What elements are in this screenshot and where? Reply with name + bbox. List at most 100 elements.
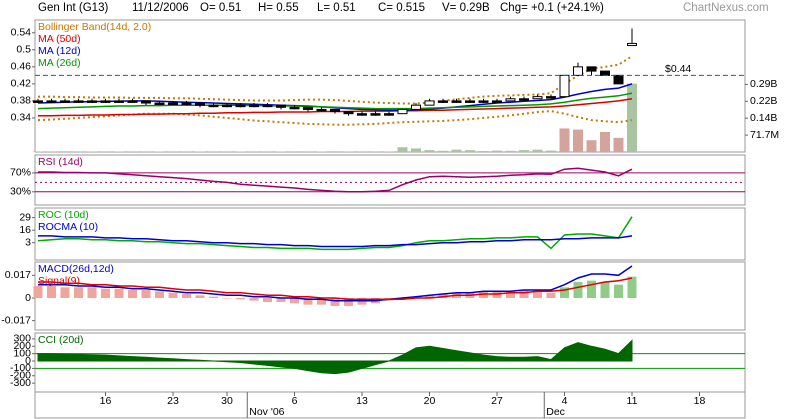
x-tick-label: 18 — [694, 395, 706, 407]
x-tick-label: 20 — [424, 395, 436, 407]
legend-entry: ROC (10d) — [38, 209, 89, 221]
candle-body — [222, 104, 232, 108]
volume-bar — [559, 128, 570, 152]
volume-bar — [478, 151, 489, 152]
line — [37, 92, 633, 110]
y-tick-label: -100 — [10, 362, 31, 374]
legend-entry: Bollinger Band(14d, 2.0) — [38, 21, 151, 33]
candle-body — [249, 104, 259, 108]
histogram-bar — [290, 298, 299, 304]
legend-entry: RSI (14d) — [38, 156, 83, 168]
candle-body — [465, 100, 475, 103]
histogram-bar — [263, 298, 272, 302]
candle-body — [60, 100, 70, 103]
candle-body — [181, 102, 192, 106]
candle-body — [262, 104, 273, 108]
histogram-bar — [128, 290, 137, 298]
y2-tick-label: 0.29B — [750, 78, 777, 90]
price-level-label: $0.44 — [665, 63, 691, 75]
y-tick-label: 0.46 — [11, 61, 32, 73]
histogram-bar — [506, 291, 515, 298]
candle-body — [235, 104, 246, 108]
histogram-bar — [141, 290, 151, 298]
histogram-bar — [317, 298, 326, 305]
candle-body — [559, 74, 570, 98]
x-tick-label: 23 — [167, 395, 179, 407]
y-tick-label: 29 — [19, 211, 31, 223]
y-tick-label: 3 — [25, 236, 31, 248]
candle-body — [370, 113, 381, 116]
candle-body — [316, 108, 327, 112]
histogram-bar — [33, 286, 43, 298]
y2-tick-label: 0.22B — [750, 95, 777, 107]
histogram-bar — [249, 298, 259, 301]
y-tick-label: 100 — [13, 347, 31, 359]
histogram-bar — [587, 280, 596, 298]
line — [37, 216, 633, 251]
month-label: Nov '06 — [249, 406, 284, 418]
candle-body — [573, 66, 583, 76]
candle-body — [627, 42, 637, 47]
legend-entry: MA (50d) — [38, 33, 81, 45]
line — [38, 167, 633, 193]
volume-bar — [532, 149, 543, 152]
histogram-bar — [344, 298, 353, 306]
candle-body — [492, 100, 502, 103]
x-tick-label: 27 — [491, 395, 503, 407]
x-tick-label: 30 — [221, 395, 233, 407]
legend-entry: Signal(9) — [38, 275, 80, 287]
volume-bar — [465, 150, 475, 152]
y-tick-label: 0.42 — [11, 78, 32, 90]
header-close: C= 0.515 — [378, 2, 425, 14]
candle-body — [532, 96, 543, 100]
candle-body — [154, 102, 165, 106]
header-date: 11/12/2006 — [132, 2, 189, 14]
y-tick-label: 70% — [10, 167, 31, 179]
y-tick-label: 0.54 — [11, 27, 32, 39]
bollinger-band — [37, 110, 633, 126]
candle-body — [208, 104, 219, 108]
candle-body — [478, 100, 489, 103]
histogram-bar — [47, 286, 56, 298]
x-tick-label: 11 — [627, 395, 638, 407]
histogram-bar — [87, 287, 97, 298]
candle-body — [546, 96, 556, 99]
panel-frame — [34, 207, 746, 261]
y2-tick-label: 71.7M — [750, 129, 779, 141]
candle-body — [343, 111, 354, 115]
area — [37, 339, 633, 375]
panel-frame — [34, 261, 746, 331]
header-change: Chg= +0.1 (+24.1%) — [500, 2, 604, 14]
candle-body — [397, 108, 408, 115]
volume-bar — [505, 150, 516, 152]
header-open: O= 0.51 — [200, 2, 241, 14]
x-axis-strip — [34, 391, 746, 419]
volume-bar — [600, 131, 610, 152]
candle-body — [613, 74, 624, 85]
histogram-bar — [114, 288, 124, 298]
candle-body — [411, 104, 421, 110]
y-tick-label: 0.38 — [11, 95, 32, 107]
panel-frame — [34, 332, 746, 393]
x-tick-label: 4 — [562, 395, 568, 407]
volume-bar — [60, 151, 70, 152]
volume-bar — [330, 151, 340, 152]
histogram-bar — [60, 287, 70, 298]
histogram-bar — [74, 287, 83, 298]
candle-body — [276, 104, 286, 108]
volume-bar — [519, 150, 529, 152]
histogram-bar — [573, 282, 583, 298]
candle-body — [303, 106, 313, 110]
histogram-bar — [209, 296, 218, 298]
histogram-bar — [168, 292, 178, 298]
x-tick-label: 6 — [292, 395, 298, 407]
legend-entry: MACD(26d,12d) — [38, 263, 114, 275]
candle-body — [451, 100, 462, 103]
volume-bar — [586, 140, 597, 152]
month-label: Dec — [546, 406, 565, 418]
histogram-bar — [614, 284, 623, 298]
histogram-bar — [330, 298, 340, 306]
candle-body — [438, 100, 448, 103]
histogram-bar — [101, 288, 110, 298]
